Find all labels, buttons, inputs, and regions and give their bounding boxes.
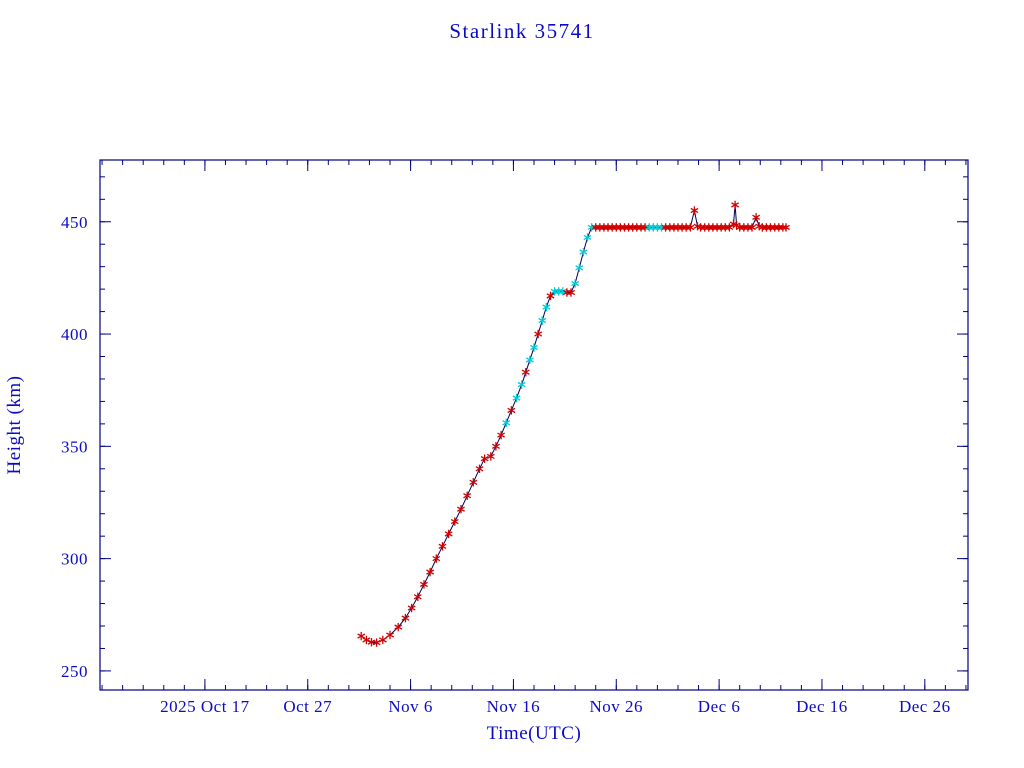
data-marker [778, 223, 787, 232]
data-marker [571, 279, 580, 288]
x-tick-label: Dec 26 [899, 697, 951, 716]
data-marker [542, 302, 551, 312]
data-marker [748, 223, 757, 232]
data-marker [583, 233, 592, 242]
data-marker [486, 452, 495, 461]
data-marker [512, 393, 521, 403]
x-tick-label: Oct 27 [283, 697, 332, 716]
x-tick-label: Dec 6 [698, 697, 741, 716]
data-marker [426, 567, 435, 577]
data-marker [372, 638, 381, 647]
data-marker [401, 613, 410, 623]
data-marker [507, 406, 516, 415]
y-tick-label: 450 [61, 213, 88, 232]
y-tick-label: 250 [61, 662, 88, 681]
height-line [360, 204, 786, 644]
data-marker [530, 343, 538, 352]
data-marker [546, 291, 555, 301]
data-marker [413, 592, 422, 601]
data-marker [480, 454, 489, 463]
y-tick-label: 400 [61, 325, 88, 344]
data-marker [450, 517, 459, 526]
data-marker [517, 380, 526, 389]
data-marker [752, 213, 761, 222]
data-marker [538, 316, 547, 325]
data-marker [394, 622, 403, 632]
x-tick-label: Nov 6 [388, 697, 433, 716]
data-marker [357, 631, 366, 641]
y-axis-label: Height (km) [4, 376, 25, 475]
data-marker [567, 288, 576, 297]
x-axis-label: Time(UTC) [487, 723, 582, 744]
x-tick-label: Nov 26 [590, 697, 644, 716]
data-marker [491, 442, 500, 451]
data-marker [438, 542, 447, 551]
data-marker [386, 630, 395, 640]
plot-area: 2025 Oct 17 Oct 27 Nov 6 Nov 16 Nov 26 Dec 6 D… [61, 159, 969, 716]
data-marker [407, 603, 416, 613]
y-tick-label: 350 [61, 437, 88, 456]
data-marker [781, 223, 790, 232]
data-marker [575, 263, 584, 272]
data-marker [444, 529, 453, 539]
x-tick-label: 2025 Oct 17 [160, 697, 250, 716]
data-marker [463, 491, 472, 500]
chart-title: Starlink 35741 [449, 19, 594, 43]
plot-frame [99, 159, 969, 691]
y-tick-label: 300 [61, 550, 88, 569]
data-marker [497, 430, 506, 440]
x-tick-label: Dec 16 [796, 697, 848, 716]
data-marker [456, 505, 465, 514]
data-marker [378, 635, 387, 645]
data-marker [731, 200, 740, 210]
data-marker [419, 580, 428, 589]
data-marker [690, 206, 699, 215]
data-marker [525, 355, 534, 365]
data-marker [521, 368, 530, 377]
x-tick-label: Nov 16 [487, 697, 541, 716]
data-marker [686, 223, 695, 232]
data-marker [502, 418, 511, 427]
data-marker [579, 247, 588, 257]
data-marker [475, 464, 484, 473]
data-marker [469, 478, 478, 487]
data-marker [725, 223, 734, 232]
data-marker [534, 329, 543, 339]
data-marker [432, 554, 441, 563]
